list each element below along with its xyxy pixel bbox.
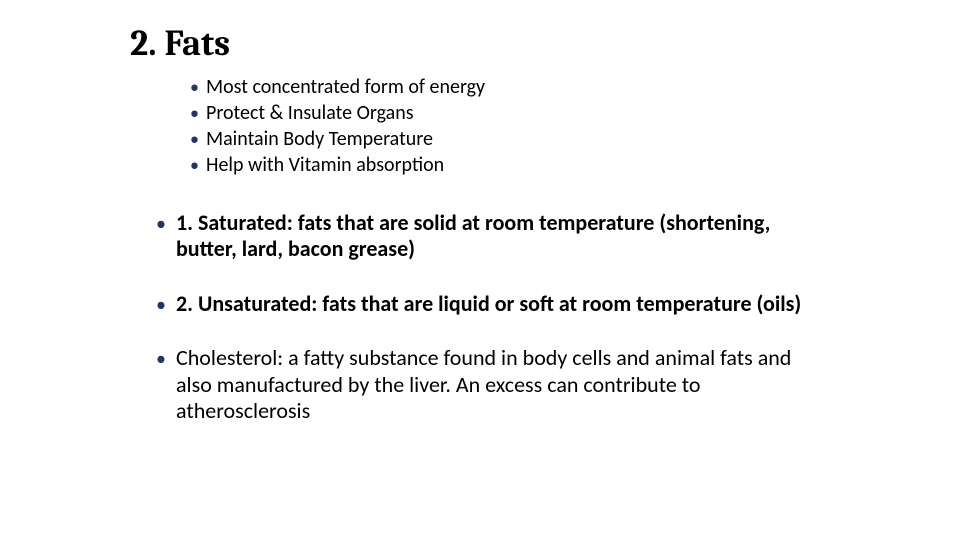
bullet-icon: • bbox=[190, 154, 206, 177]
bullet-icon: • bbox=[156, 291, 176, 317]
list-item: • Protect & Insulate Organs bbox=[190, 100, 485, 126]
list-item-text: Protect & Insulate Organs bbox=[206, 100, 414, 126]
slide-title: 2. Fats bbox=[130, 24, 230, 64]
list-item: • Help with Vitamin absorption bbox=[190, 152, 485, 178]
bullet-icon: • bbox=[190, 102, 206, 125]
list-item: • 1. Saturated: fats that are solid at r… bbox=[156, 210, 806, 263]
list-item: • Most concentrated form of energy bbox=[190, 74, 485, 100]
list-item: • Maintain Body Temperature bbox=[190, 126, 485, 152]
types-list: • 1. Saturated: fats that are solid at r… bbox=[156, 210, 806, 452]
list-item: • Cholesterol: a fatty substance found i… bbox=[156, 345, 806, 424]
bullet-icon: • bbox=[190, 128, 206, 151]
slide: 2. Fats • Most concentrated form of ener… bbox=[0, 0, 960, 540]
bullet-icon: • bbox=[190, 76, 206, 99]
bullet-icon: • bbox=[156, 345, 176, 371]
list-item-text: Help with Vitamin absorption bbox=[206, 152, 444, 178]
list-item-text: 2. Unsaturated: fats that are liquid or … bbox=[176, 291, 806, 317]
functions-list: • Most concentrated form of energy • Pro… bbox=[190, 74, 485, 178]
bullet-icon: • bbox=[156, 210, 176, 236]
list-item-text: Most concentrated form of energy bbox=[206, 74, 485, 100]
list-item-text: Cholesterol: a fatty substance found in … bbox=[176, 345, 806, 424]
list-item: • 2. Unsaturated: fats that are liquid o… bbox=[156, 291, 806, 317]
list-item-text: Maintain Body Temperature bbox=[206, 126, 433, 152]
list-item-text: 1. Saturated: fats that are solid at roo… bbox=[176, 210, 806, 263]
